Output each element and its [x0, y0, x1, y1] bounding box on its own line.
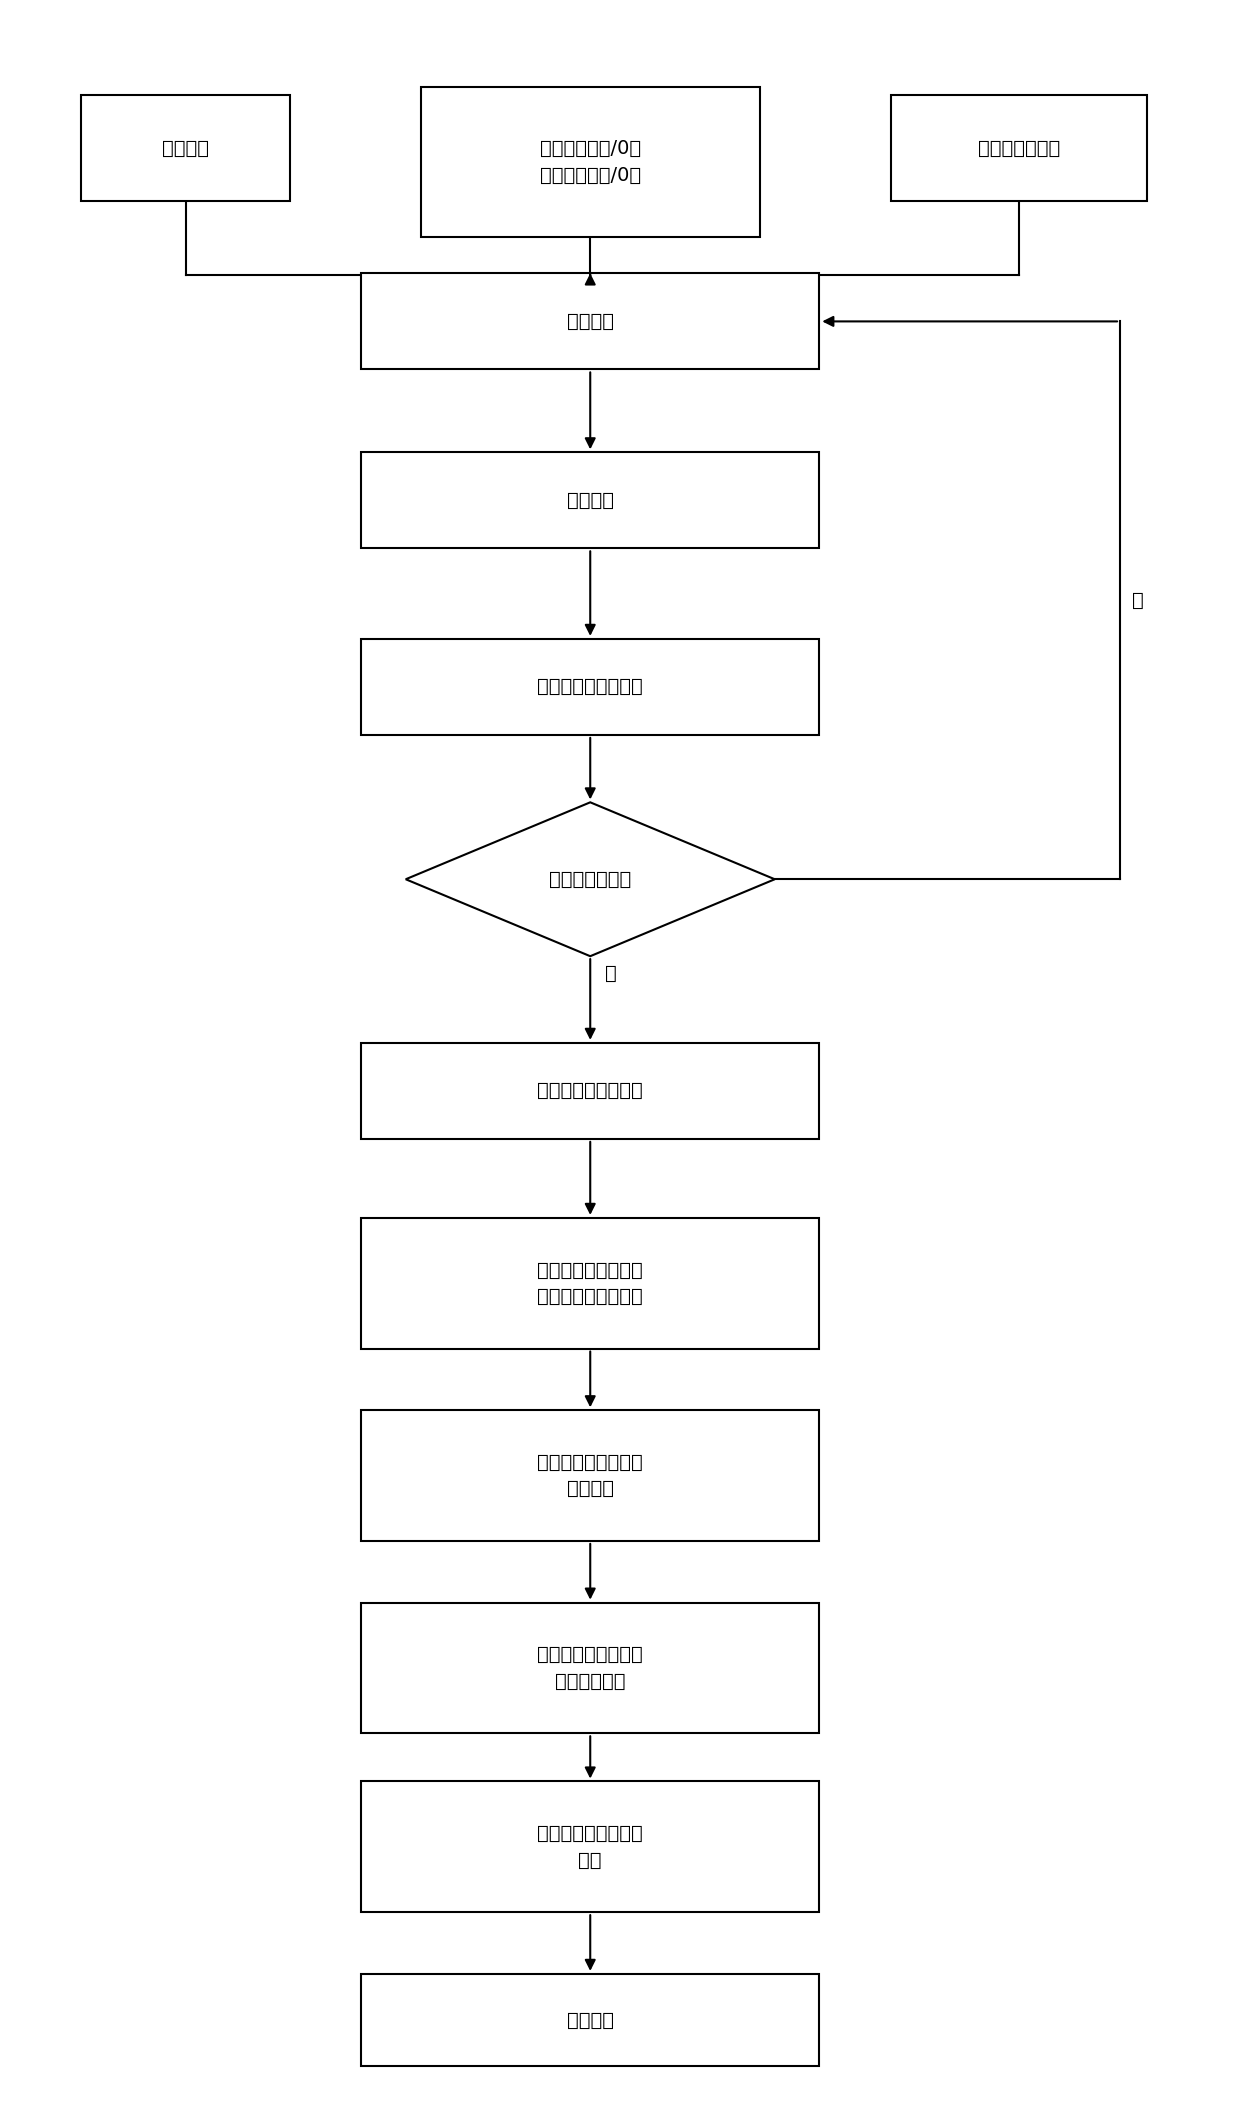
Bar: [361, 1601, 820, 1733]
Text: 出钓结束: 出钓结束: [567, 2011, 614, 2028]
Polygon shape: [405, 803, 775, 956]
Bar: [361, 1043, 820, 1138]
Bar: [361, 639, 820, 735]
Bar: [361, 1973, 820, 2067]
Bar: [361, 274, 820, 370]
Text: 钓流位置结果发送到
台车走行马达: 钓流位置结果发送到 台车走行马达: [537, 1646, 644, 1691]
Text: 出钓口图像采集装置
实时采集出钓视频图: 出钓口图像采集装置 实时采集出钓视频图: [537, 1260, 644, 1306]
Bar: [361, 1410, 820, 1542]
Bar: [361, 1782, 820, 1912]
Bar: [420, 87, 760, 236]
Bar: [890, 96, 1147, 202]
Text: 是: 是: [1132, 590, 1143, 610]
Text: 转动斜角，转炉出钓: 转动斜角，转炉出钓: [537, 1081, 644, 1100]
Text: 出钓开始: 出钓开始: [567, 491, 614, 510]
Text: 摇炉到初始出钓角度: 摇炉到初始出钓角度: [537, 678, 644, 697]
Text: 台车起始位置/0位
转炉初始位置/0位: 台车起始位置/0位 转炉初始位置/0位: [539, 138, 641, 185]
Text: 台车自动走行，承接
钓水: 台车自动走行，承接 钓水: [537, 1825, 644, 1869]
Bar: [361, 452, 820, 548]
Text: 出钓准备: 出钓准备: [567, 312, 614, 331]
Text: 吹炼结束: 吹炼结束: [162, 138, 210, 157]
Text: 计算机系统在线计算
钓流位置: 计算机系统在线计算 钓流位置: [537, 1453, 644, 1497]
Bar: [82, 96, 290, 202]
Text: 否: 否: [605, 964, 616, 983]
Bar: [361, 1217, 820, 1349]
Text: 设备及公辅条件: 设备及公辅条件: [977, 138, 1060, 157]
Text: 大炉口是否溢渣: 大炉口是否溢渣: [549, 869, 631, 888]
